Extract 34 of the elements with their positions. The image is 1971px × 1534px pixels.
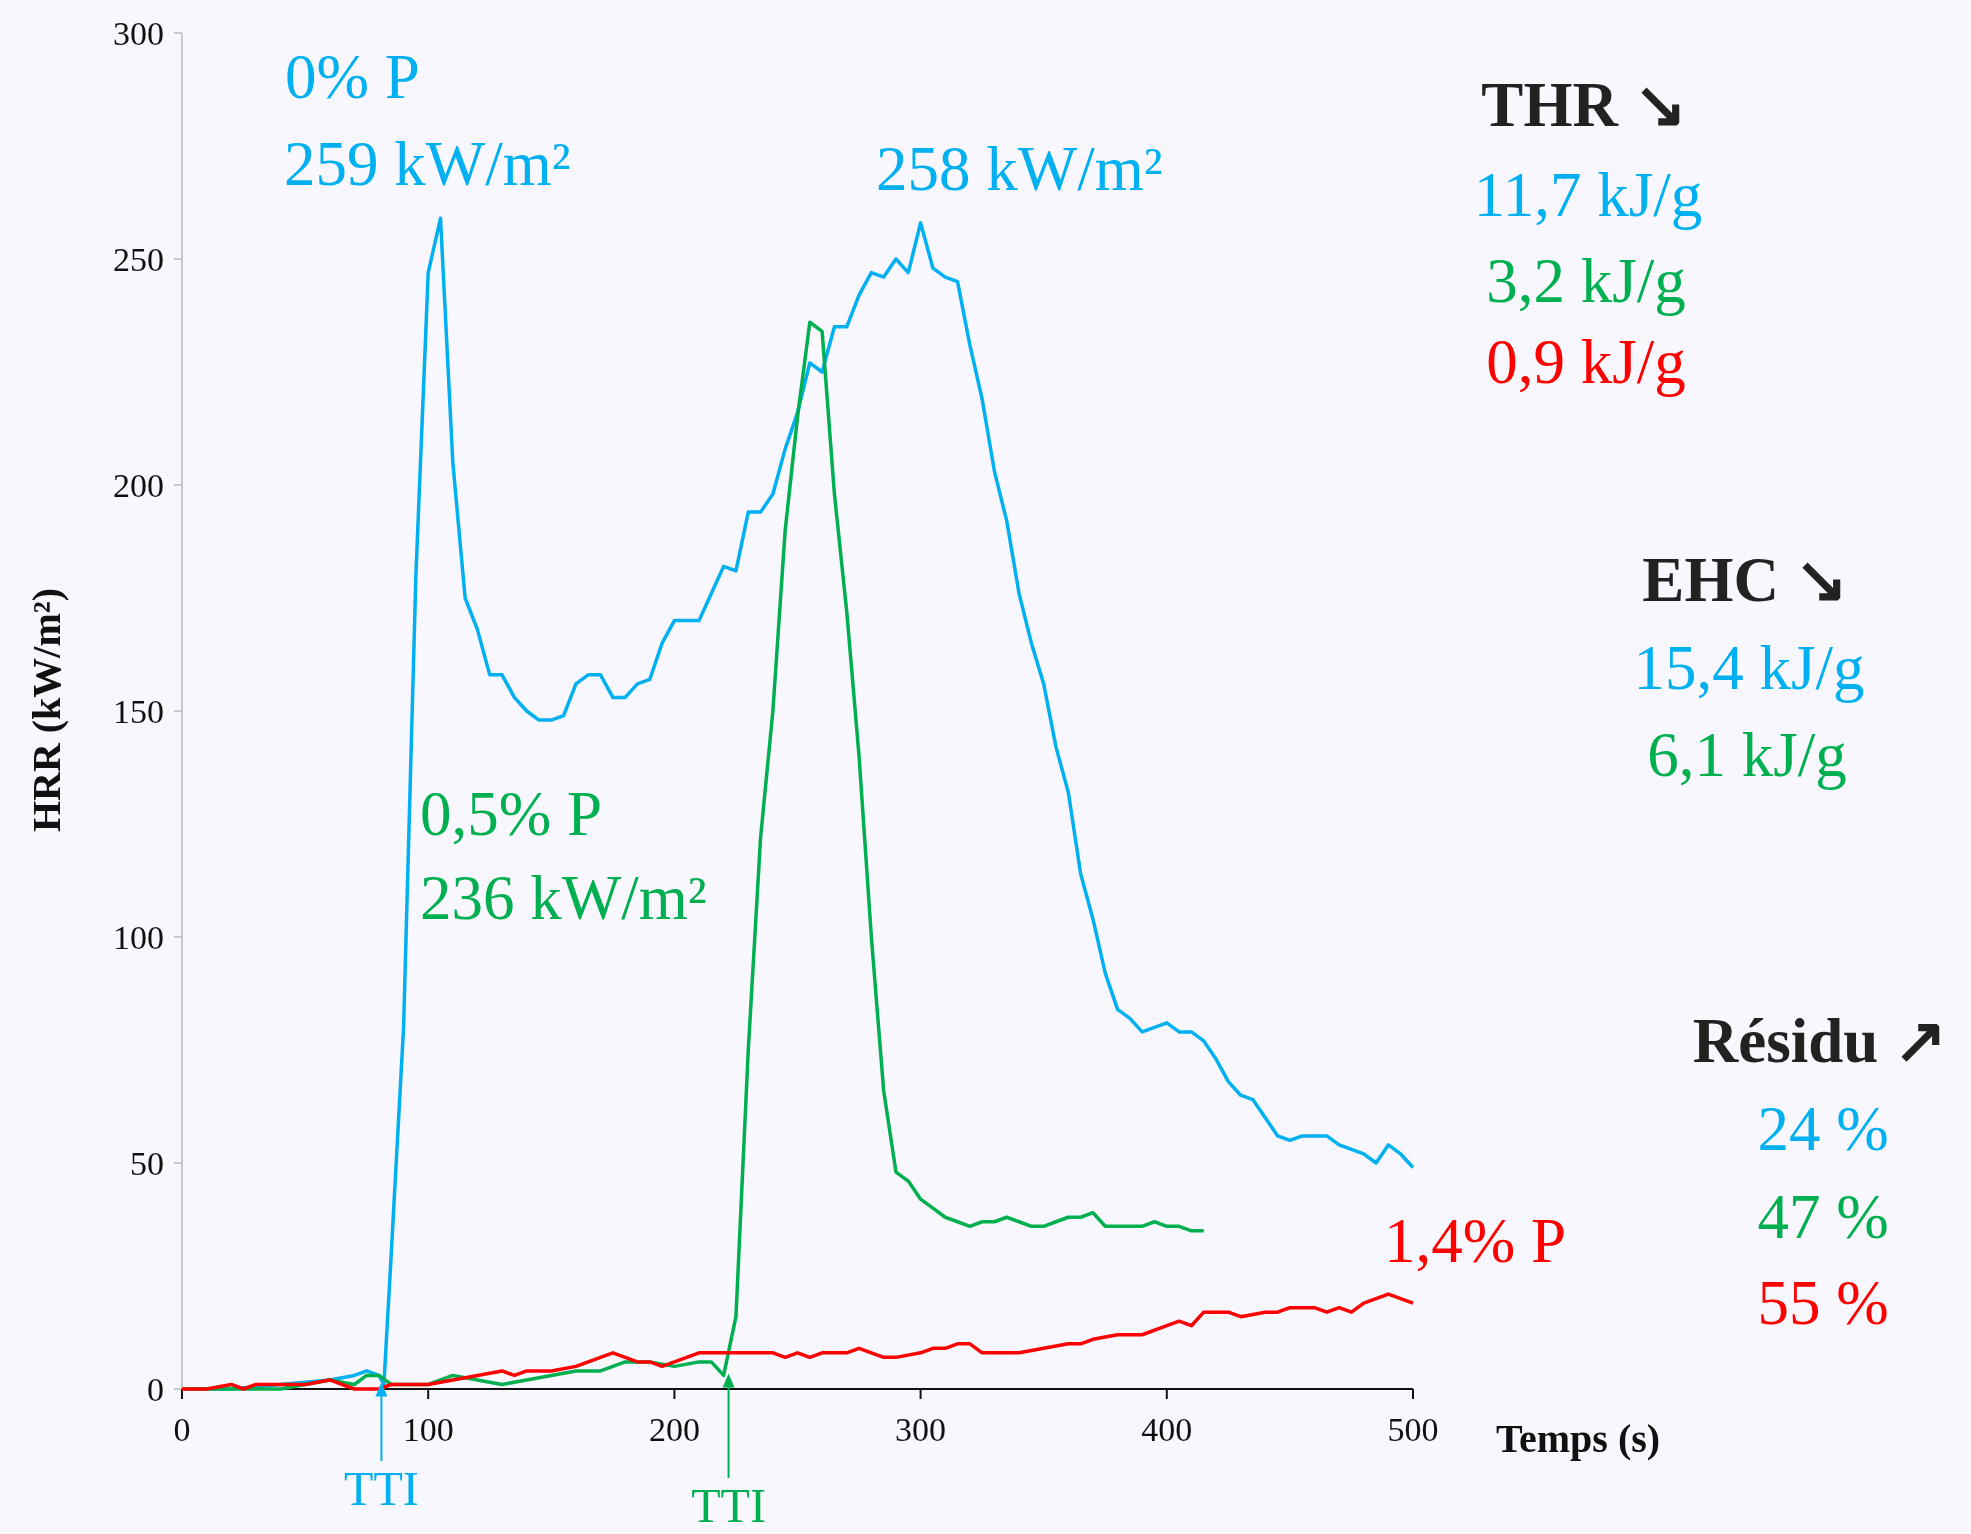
annotation: 0,5% P xyxy=(420,779,603,849)
x-tick-label: 0 xyxy=(173,1411,191,1448)
y-axis-title: HRR (kW/m²) xyxy=(24,587,69,833)
text: 24 % xyxy=(1757,1094,1889,1164)
x-tick-label: 100 xyxy=(402,1411,454,1448)
text: 6,1 kJ/g xyxy=(1647,720,1847,790)
annotation: 258 kW/m² xyxy=(876,134,1163,204)
text: EHC ↘ xyxy=(1642,545,1848,615)
text: 3,2 kJ/g xyxy=(1486,246,1686,316)
y-tick-label: 200 xyxy=(113,466,164,504)
text: 15,4 kJ/g xyxy=(1633,633,1865,703)
text: Résidu ↗ xyxy=(1692,1006,1948,1076)
x-tick-label: 200 xyxy=(648,1411,700,1448)
text: 47 % xyxy=(1757,1182,1889,1252)
annotation: 1,4% P xyxy=(1384,1206,1567,1276)
y-tick-label: 100 xyxy=(113,918,164,956)
annotation: TTI xyxy=(344,1462,419,1515)
text: 55 % xyxy=(1757,1268,1889,1338)
text: 11,7 kJ/g xyxy=(1473,160,1703,230)
y-tick-label: 0 xyxy=(147,1370,164,1408)
annotation: 0% P xyxy=(285,42,420,112)
text: 0,9 kJ/g xyxy=(1486,327,1686,397)
annotation: TTI xyxy=(691,1479,766,1532)
y-tick-label: 250 xyxy=(113,240,164,278)
x-tick-label: 300 xyxy=(895,1411,947,1448)
x-axis-title: Temps (s) xyxy=(1496,1416,1661,1461)
x-tick-label: 500 xyxy=(1387,1411,1439,1448)
y-tick-label: 300 xyxy=(113,14,164,52)
annotation: 236 kW/m² xyxy=(420,863,707,933)
annotation: 259 kW/m² xyxy=(284,129,571,199)
y-tick-label: 50 xyxy=(130,1144,164,1182)
x-tick-label: 400 xyxy=(1141,1411,1193,1448)
y-tick-label: 150 xyxy=(113,692,164,730)
text: THR ↘ xyxy=(1481,70,1687,140)
